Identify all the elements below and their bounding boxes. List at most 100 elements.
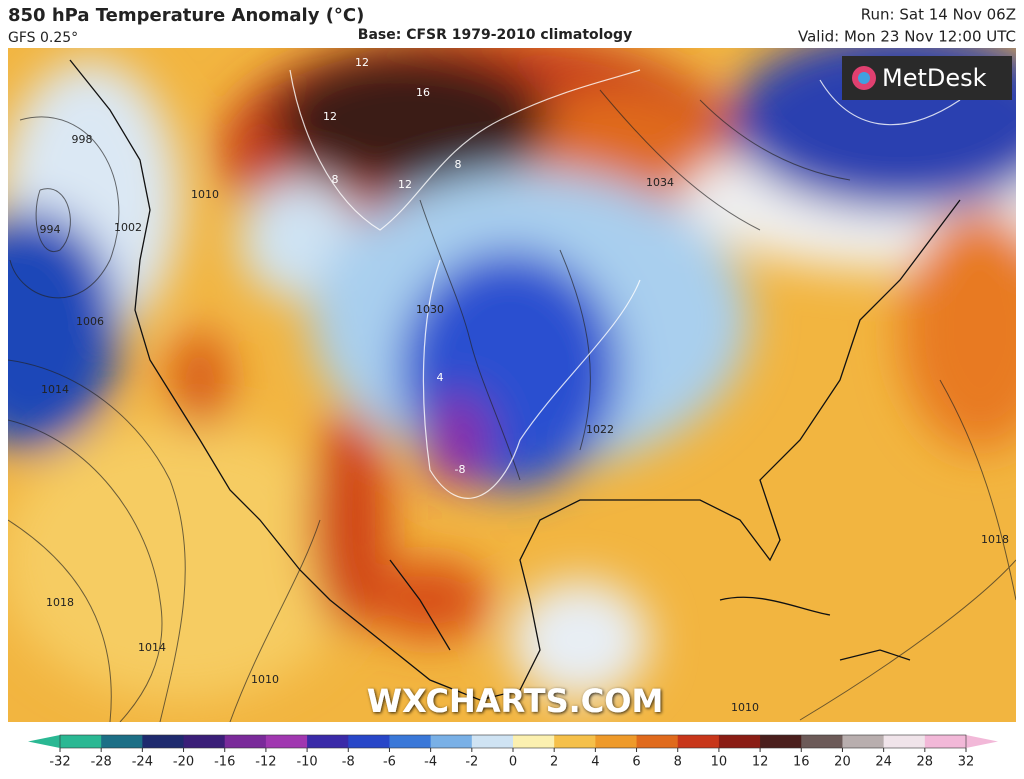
map-label: -8 (455, 463, 466, 476)
colorbar-tick-label: 24 (875, 755, 892, 770)
isobar (939, 379, 1016, 601)
colorbar-segment (636, 735, 679, 748)
colorbar-tick-label: -10 (296, 755, 317, 770)
isobar (8, 359, 186, 722)
colorbar-segment (883, 735, 926, 748)
colorbar-segment (265, 735, 308, 748)
map-label: 994 (40, 223, 61, 236)
model: GFS 0.25° (8, 30, 78, 46)
map-label: 1018 (46, 596, 74, 609)
colorbar-tick-label: 0 (509, 755, 517, 770)
anomaly-contours (289, 69, 961, 499)
colorbar-tick-label: 4 (591, 755, 599, 770)
colorbar-tick-label: -12 (255, 755, 276, 770)
field-blob (510, 580, 650, 700)
map-label: 1010 (251, 673, 279, 686)
isobar (559, 249, 591, 451)
colorbar-segment (924, 735, 967, 748)
colorbar-segment (677, 735, 720, 748)
isobars (8, 89, 1016, 722)
map-label: 8 (332, 173, 339, 186)
isobar (699, 99, 851, 181)
isobar (8, 419, 163, 722)
colorbar-segment (801, 735, 843, 748)
colorbar-tick-label: 6 (632, 755, 640, 770)
colorbar-arrow (28, 735, 60, 748)
map-label: 1010 (731, 701, 759, 714)
map-label: 16 (416, 86, 430, 99)
colorbar-arrow (966, 735, 998, 748)
isobar (229, 519, 321, 722)
colorbar: -32 -28 -24 -20 -16 -12 -10 -8 -6 -4 -2 0 2 4 6 8 10 12 16… (28, 734, 998, 770)
colorbar-segment (554, 735, 596, 748)
map-label: 12 (355, 56, 369, 69)
colorbar-segment (348, 735, 390, 748)
map-label: 12 (323, 110, 337, 123)
colorbar-segment (430, 735, 473, 748)
map: 998 994 1002 1006 1014 1010 1018 1014 1010 1030 10… (8, 48, 1016, 722)
map-label: 998 (72, 133, 93, 146)
field-blob (900, 210, 1016, 450)
colorbar-segment (760, 735, 802, 748)
colorbar-tick-label: 32 (958, 755, 975, 770)
coastline (69, 59, 961, 701)
contour (819, 79, 961, 126)
brand-icon (858, 72, 870, 84)
colorbar-tick-label: 28 (917, 755, 934, 770)
colorbar-segment (471, 735, 514, 748)
map-label: 4 (437, 371, 444, 384)
colorbar-tick-label: -8 (342, 755, 355, 770)
colorbar-tick-label: -32 (49, 755, 70, 770)
contour (289, 69, 641, 231)
field-blob (8, 420, 360, 700)
isobar (599, 89, 761, 231)
isobar (419, 199, 521, 481)
colorbar-segment (513, 735, 555, 748)
field-blob (270, 50, 550, 190)
map-label: 8 (455, 158, 462, 171)
brand: MetDesk (882, 64, 987, 92)
colorbar-segment (183, 735, 226, 748)
colorbar-segment (142, 735, 185, 748)
isobar (8, 519, 112, 722)
colorbar-segment (307, 735, 349, 748)
field-blob (310, 410, 390, 630)
title: 850 hPa Temperature Anomaly (°C) (8, 5, 364, 26)
colorbar-tick-label: 2 (550, 755, 558, 770)
map-label: 1010 (191, 188, 219, 201)
field-blob (370, 560, 490, 640)
map-label: 1018 (981, 533, 1009, 546)
contour (422, 259, 641, 499)
colorbar-tick-label: -28 (91, 755, 112, 770)
colorbar-segment (595, 735, 638, 748)
map-label: 1006 (76, 315, 104, 328)
colorbar-tick-label: -6 (383, 755, 396, 770)
field-blob (170, 330, 230, 430)
colorbar-tick-label: -16 (214, 755, 235, 770)
map-label: 12 (398, 178, 412, 191)
map-labels: 998 994 1002 1006 1014 1010 1018 1014 1010 1030 10… (40, 56, 1010, 714)
colorbar-tick-label: 10 (711, 755, 728, 770)
map-label: 1034 (646, 176, 674, 189)
colorbar-segment (389, 735, 432, 748)
valid: Valid: Mon 23 Nov 12:00 UTC (798, 28, 1016, 46)
isobar (799, 559, 1016, 721)
field-blob (420, 395, 490, 485)
map-label: 1030 (416, 303, 444, 316)
colorbar-segment (842, 735, 885, 748)
colorbar-tick-label: -24 (132, 755, 153, 770)
colorbar-tick-label: 8 (674, 755, 682, 770)
isobar (35, 188, 71, 253)
colorbar-tick-label: 16 (793, 755, 810, 770)
colorbar-segment (718, 735, 761, 748)
colorbar-segment (60, 735, 102, 748)
field-blob (8, 210, 120, 450)
colorbar-tick-label: -20 (173, 755, 194, 770)
map-label: 1014 (41, 383, 69, 396)
map-label: 1014 (138, 641, 166, 654)
map-label: 1022 (586, 423, 614, 436)
colorbar-segment (224, 735, 267, 748)
isobar (9, 116, 120, 299)
